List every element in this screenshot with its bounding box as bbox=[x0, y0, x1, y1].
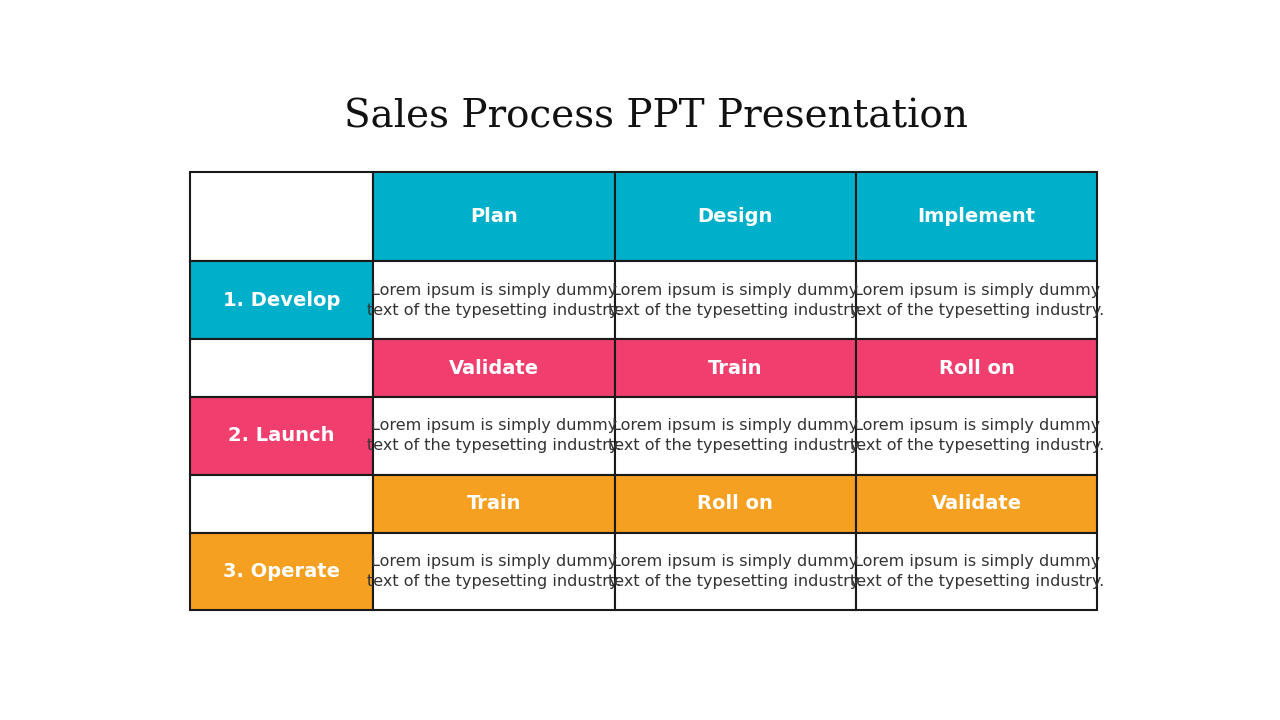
Text: Lorem ipsum is simply dummy
text of the typesetting industry.: Lorem ipsum is simply dummy text of the … bbox=[850, 418, 1103, 454]
Bar bbox=[856, 172, 1097, 261]
Text: Lorem ipsum is simply dummy
text of the typesetting industry.: Lorem ipsum is simply dummy text of the … bbox=[850, 283, 1103, 318]
Text: Roll on: Roll on bbox=[938, 359, 1015, 377]
Text: Lorem ipsum is simply dummy
text of the typesetting industry.: Lorem ipsum is simply dummy text of the … bbox=[367, 554, 621, 589]
Bar bbox=[374, 172, 614, 261]
Bar bbox=[374, 474, 614, 533]
Text: Train: Train bbox=[467, 494, 521, 513]
Bar bbox=[374, 261, 614, 339]
Bar bbox=[189, 397, 374, 474]
Text: Implement: Implement bbox=[918, 207, 1036, 226]
Text: Plan: Plan bbox=[470, 207, 518, 226]
Bar bbox=[614, 474, 856, 533]
Text: Lorem ipsum is simply dummy
text of the typesetting industry.: Lorem ipsum is simply dummy text of the … bbox=[367, 418, 621, 454]
Bar bbox=[614, 261, 856, 339]
Text: Lorem ipsum is simply dummy
text of the typesetting industry.: Lorem ipsum is simply dummy text of the … bbox=[850, 554, 1103, 589]
Text: Validate: Validate bbox=[449, 359, 539, 377]
Bar bbox=[614, 339, 856, 397]
Text: Validate: Validate bbox=[932, 494, 1021, 513]
Text: Roll on: Roll on bbox=[698, 494, 773, 513]
Bar bbox=[374, 397, 614, 474]
Text: 1. Develop: 1. Develop bbox=[223, 291, 340, 310]
Bar bbox=[374, 339, 614, 397]
Text: Lorem ipsum is simply dummy
text of the typesetting industry.: Lorem ipsum is simply dummy text of the … bbox=[608, 283, 863, 318]
Bar bbox=[189, 339, 374, 397]
Bar bbox=[856, 533, 1097, 611]
Bar bbox=[856, 474, 1097, 533]
Text: 3. Operate: 3. Operate bbox=[223, 562, 340, 581]
Bar bbox=[374, 533, 614, 611]
Bar bbox=[189, 533, 374, 611]
Text: Train: Train bbox=[708, 359, 763, 377]
Text: Design: Design bbox=[698, 207, 773, 226]
Bar bbox=[614, 172, 856, 261]
Bar bbox=[614, 397, 856, 474]
Text: Lorem ipsum is simply dummy
text of the typesetting industry.: Lorem ipsum is simply dummy text of the … bbox=[608, 418, 863, 454]
Text: 2. Launch: 2. Launch bbox=[228, 426, 335, 446]
Bar bbox=[189, 172, 374, 261]
Text: Lorem ipsum is simply dummy
text of the typesetting industry.: Lorem ipsum is simply dummy text of the … bbox=[367, 283, 621, 318]
Bar bbox=[856, 339, 1097, 397]
Bar bbox=[189, 261, 374, 339]
Bar bbox=[189, 474, 374, 533]
Bar bbox=[856, 397, 1097, 474]
Text: Lorem ipsum is simply dummy
text of the typesetting industry.: Lorem ipsum is simply dummy text of the … bbox=[608, 554, 863, 589]
Bar bbox=[856, 261, 1097, 339]
Bar bbox=[614, 533, 856, 611]
Text: Sales Process PPT Presentation: Sales Process PPT Presentation bbox=[344, 99, 968, 135]
